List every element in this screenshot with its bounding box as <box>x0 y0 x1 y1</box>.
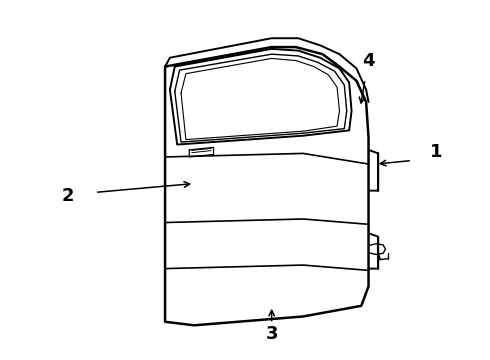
Text: 3: 3 <box>266 325 278 343</box>
Text: 2: 2 <box>62 187 74 205</box>
Text: 1: 1 <box>430 143 442 161</box>
Text: 4: 4 <box>362 52 375 70</box>
